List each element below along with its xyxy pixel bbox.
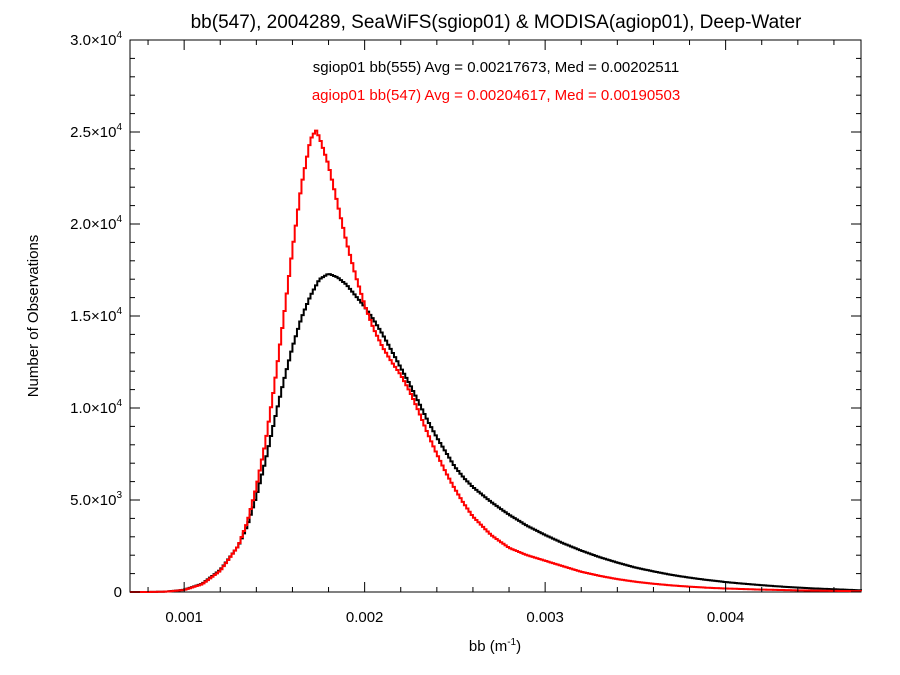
- y-tick-label: 2.0×104: [70, 214, 122, 233]
- plot-area: 0.001 0.002 0.003 0.004 0 5.0×103 1.0×104 1.5×…: [70, 30, 862, 626]
- x-axis-label: bb (m-1): [469, 637, 521, 655]
- series-line-agiop01: [130, 129, 862, 593]
- y-tick-label: 3.0×104: [70, 30, 122, 49]
- x-tick-label: 0.002: [346, 609, 384, 626]
- x-tick-label: 0.003: [526, 609, 564, 626]
- series-layer: [130, 129, 862, 593]
- x-axis: 0.001 0.002 0.003 0.004: [147, 40, 835, 626]
- y-tick-label: 1.5×104: [70, 306, 122, 325]
- y-tick-label: 5.0×103: [70, 490, 122, 509]
- x-tick-label: 0.001: [165, 609, 203, 626]
- y-tick-label: 1.0×104: [70, 398, 122, 417]
- y-tick-label: 2.5×104: [70, 122, 122, 141]
- series-label-agiop01: agiop01 bb(547) Avg = 0.00204617, Med = …: [312, 87, 680, 104]
- series-label-sgiop01: sgiop01 bb(555) Avg = 0.00217673, Med = …: [313, 59, 679, 76]
- chart-title: bb(547), 2004289, SeaWiFS(sgiop01) & MOD…: [191, 12, 802, 33]
- y-axis: 0 5.0×103 1.0×104 1.5×104 2.0×104 2.5×104 3.0×…: [70, 30, 861, 601]
- y-tick-label: 0: [114, 584, 122, 601]
- series-line-sgiop01: [130, 273, 862, 593]
- y-axis-label: Number of Observations: [25, 235, 42, 398]
- x-tick-label: 0.004: [707, 609, 745, 626]
